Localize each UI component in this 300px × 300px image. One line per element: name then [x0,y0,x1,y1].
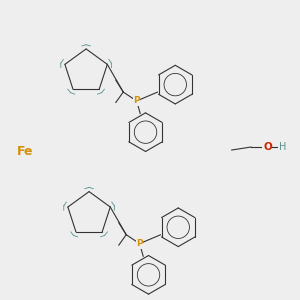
Text: P: P [133,97,140,106]
Text: P: P [136,239,143,248]
Text: O: O [263,142,272,152]
Text: Fe: Fe [17,145,33,158]
Text: H: H [279,142,286,152]
